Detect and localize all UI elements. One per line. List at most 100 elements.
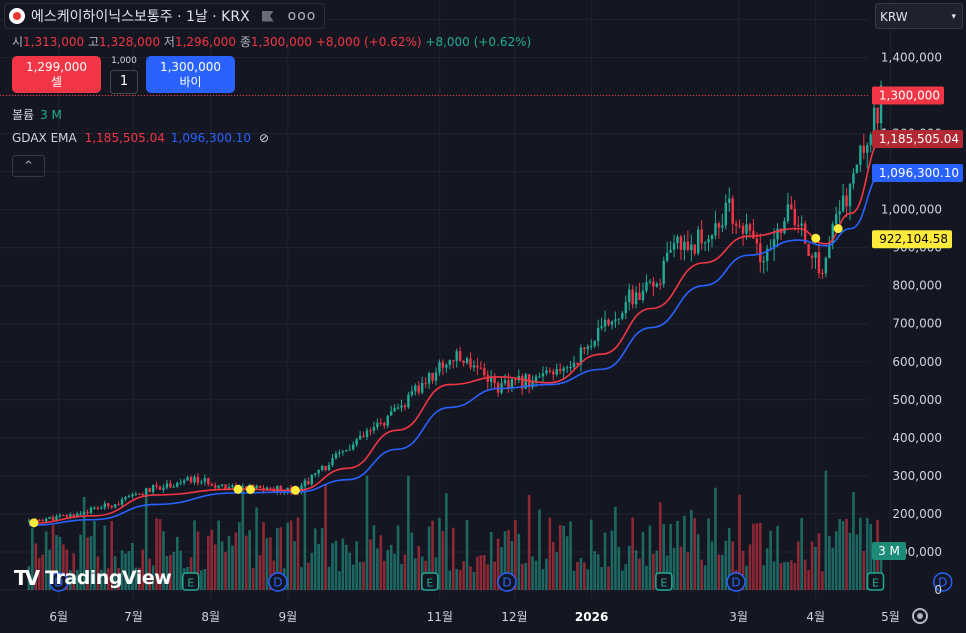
currency-select[interactable]: KRW ▾: [875, 3, 963, 29]
quantity-input[interactable]: 1: [110, 70, 138, 94]
tradingview-logo[interactable]: TV TradingView: [14, 566, 172, 590]
volume-bar: [817, 533, 821, 590]
candle-body: [145, 488, 148, 495]
volume-bar: [869, 524, 872, 590]
volume-bar: [407, 475, 410, 590]
candle-body: [255, 485, 258, 489]
volume-bar: [579, 557, 583, 590]
candle-body: [862, 145, 865, 153]
symbol-title[interactable]: 에스케이하이닉스보통주 · 1날 · KRX: [31, 9, 250, 25]
candle-body: [55, 516, 58, 521]
volume-bar: [165, 555, 169, 590]
event-marker-E[interactable]: E: [866, 572, 885, 591]
candle-body: [817, 252, 821, 273]
volume-bar: [320, 528, 324, 590]
candle-body: [127, 496, 131, 498]
volume-bar: [172, 551, 176, 590]
volume-bar: [196, 531, 200, 590]
high-label: 고: [87, 35, 99, 49]
event-marker-E[interactable]: E: [421, 572, 439, 591]
collapse-legend-button[interactable]: ^: [12, 155, 45, 177]
crossover-marker[interactable]: [29, 518, 39, 528]
settings-gear-icon[interactable]: [912, 608, 928, 624]
candle-body: [58, 515, 62, 517]
volume-bar: [690, 509, 693, 590]
volume-bar: [652, 553, 655, 590]
volume-bar: [524, 563, 527, 590]
candle-body: [93, 507, 96, 509]
volume-bar: [382, 560, 386, 590]
event-marker-E[interactable]: E: [182, 572, 200, 591]
candle-body: [265, 487, 269, 491]
volume-bar: [631, 517, 634, 590]
candle-body: [155, 485, 158, 487]
crossover-marker[interactable]: [233, 484, 243, 494]
volume-bar: [486, 564, 490, 590]
candle-body: [514, 378, 517, 381]
volume-bar: [386, 549, 389, 590]
y-tick-label: 800,000: [892, 279, 942, 293]
x-tick-label: 5월: [881, 610, 900, 624]
event-marker-D[interactable]: D: [49, 572, 69, 592]
event-marker-D[interactable]: D: [268, 572, 288, 592]
more-options-icon[interactable]: ooo: [287, 8, 317, 24]
volume-bar: [134, 567, 138, 590]
volume-bar: [31, 527, 34, 590]
candle-body: [786, 204, 790, 222]
candle-body: [334, 453, 338, 459]
volume-bar: [286, 522, 289, 590]
hide-icon[interactable]: ⊘: [259, 131, 270, 145]
y-tick-label: 1,000,000: [881, 203, 942, 217]
candle-body: [372, 427, 376, 431]
event-marker-D[interactable]: D: [932, 572, 953, 592]
buy-label: 바이: [179, 75, 202, 89]
volume-bar: [676, 520, 679, 590]
candle-body: [148, 488, 151, 493]
volume-bar: [527, 495, 531, 590]
volume-legend[interactable]: 볼륨 3 M: [12, 106, 62, 123]
volume-bar: [600, 567, 603, 590]
y-tick-label: 700,000: [892, 317, 942, 331]
volume-bar: [303, 479, 307, 590]
time-axis[interactable]: 6월 7월 8월 9월 11월 12월 2026 3월 4월 5월: [49, 610, 899, 624]
candle-body: [176, 482, 179, 487]
volume-bar: [431, 520, 434, 590]
crosshair-tag: 922,104.58: [879, 232, 948, 246]
crossover-marker[interactable]: [811, 233, 821, 243]
ema-fast-tag: 1,185,505.04: [879, 132, 959, 146]
candle-body: [79, 513, 82, 515]
sell-label: 셀: [50, 75, 63, 89]
crossover-marker[interactable]: [833, 224, 843, 234]
volume-bar: [193, 520, 196, 590]
event-marker-E[interactable]: E: [655, 572, 673, 591]
crossover-marker[interactable]: [246, 485, 256, 495]
volume-bar: [376, 548, 379, 590]
crossover-marker[interactable]: [290, 485, 300, 495]
ema-legend[interactable]: GDAX EMA 1,185,505.04 1,096,300.10 ⊘: [12, 131, 269, 145]
volume-bar: [755, 523, 759, 590]
volume-bar: [348, 552, 352, 590]
sell-button[interactable]: 1,299,000 셀: [12, 56, 101, 93]
candle-body: [752, 230, 755, 239]
symbol-header[interactable]: 에스케이하이닉스보통주 · 1날 · KRX ooo: [4, 3, 326, 29]
candle-body: [728, 198, 731, 203]
volume-bar: [345, 544, 348, 590]
candle-body: [797, 225, 800, 227]
candle-body: [448, 360, 451, 365]
volume-bar: [162, 531, 165, 590]
volume-bar: [672, 547, 676, 590]
volume-bar: [138, 567, 141, 590]
candle-body: [307, 481, 310, 485]
x-tick-label: 7월: [124, 610, 143, 624]
event-marker-D[interactable]: D: [726, 572, 746, 592]
volume-bar: [517, 533, 521, 590]
volume-bar: [838, 519, 841, 590]
event-marker-D[interactable]: D: [497, 572, 517, 592]
volume-bar: [500, 547, 503, 590]
volume-bar: [710, 541, 714, 590]
buy-button[interactable]: 1,300,000 바이: [146, 56, 235, 93]
volume-bar: [148, 558, 151, 590]
candle-body: [872, 107, 876, 135]
flag-icon[interactable]: [261, 10, 274, 22]
